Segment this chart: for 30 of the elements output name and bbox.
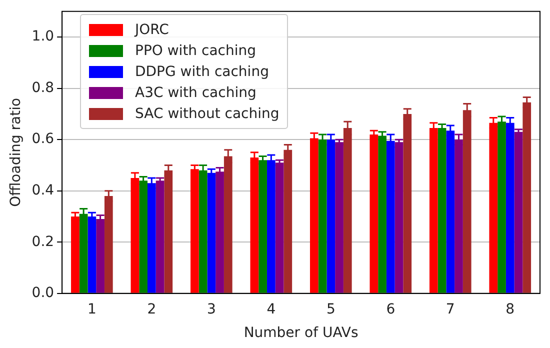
x-tick-label: 1 <box>87 301 96 318</box>
legend-label: SAC without caching <box>135 106 280 122</box>
y-tick-label: 0.0 <box>32 285 54 302</box>
x-tick-label: 6 <box>386 301 396 318</box>
x-tick-label: 4 <box>266 301 276 318</box>
legend-label: DDPG with caching <box>135 64 269 80</box>
x-tick-label: 2 <box>147 301 156 318</box>
y-tick-label: 0.4 <box>32 182 54 198</box>
legend-label: PPO with caching <box>135 42 256 58</box>
legend-label: JORC <box>135 22 169 38</box>
y-axis-title: Offloading ratio <box>8 98 24 207</box>
bar <box>156 180 164 293</box>
y-tick-label: 0.6 <box>32 131 54 148</box>
y-tick-label: 0.2 <box>32 234 54 250</box>
bar <box>514 132 523 293</box>
bar <box>207 172 216 293</box>
bar <box>394 142 404 293</box>
bar <box>71 216 80 293</box>
x-tick-label: 5 <box>326 301 336 318</box>
legend-label: A3C with caching <box>135 84 256 100</box>
bar <box>88 216 96 293</box>
bar <box>335 142 344 293</box>
x-axis-title: Number of UAVs <box>244 325 358 342</box>
x-tick-label: 7 <box>446 301 455 318</box>
y-tick-label: 1.0 <box>32 28 54 45</box>
bar <box>370 134 378 293</box>
x-tick-label: 8 <box>506 301 515 318</box>
x-tick-label: 3 <box>206 301 216 318</box>
bar <box>275 162 284 293</box>
y-tick-label: 0.8 <box>32 80 54 96</box>
